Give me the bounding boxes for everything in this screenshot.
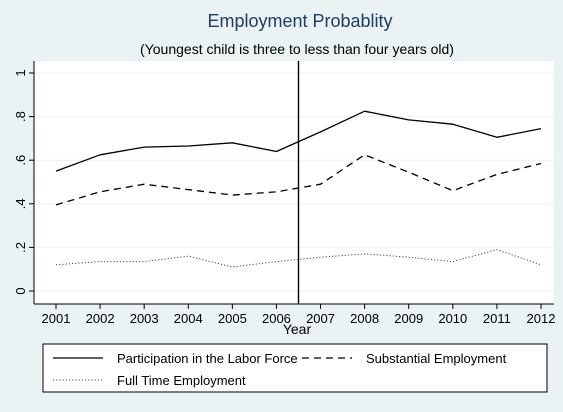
x-tick-label: 2002	[86, 311, 115, 326]
y-tick-label: .4	[13, 198, 28, 209]
series-lines	[55, 110, 542, 268]
legend-label-1: Participation in the Labor Force	[117, 351, 298, 366]
x-tick-label: 2012	[527, 311, 556, 326]
y-tick-label: .6	[13, 155, 28, 166]
gridlines	[34, 72, 554, 292]
chart-subtitle: (Youngest child is three to less than fo…	[140, 41, 454, 57]
y-tick-label: .2	[13, 242, 28, 253]
x-tick-label: 2011	[483, 311, 511, 326]
x-axis-label: Year	[283, 321, 312, 337]
x-tick-label: 2006	[262, 311, 291, 326]
x-tick-label: 2010	[438, 311, 467, 326]
x-tick-label: 2009	[394, 311, 423, 326]
series-line-1	[55, 110, 542, 172]
y-tick-label: .8	[13, 111, 28, 122]
y-axis-ticks: 0 .2 .4 .6 .8 1	[13, 69, 34, 295]
plot-area	[34, 61, 554, 304]
legend: Participation in the Labor Force Substant…	[42, 343, 548, 393]
y-tick-label: 0	[13, 287, 28, 294]
series-line-3	[55, 249, 542, 268]
x-tick-label: 2004	[174, 311, 203, 326]
series-line-2	[55, 154, 542, 206]
x-axis-ticks: 2001 2002 2003 2004 2005 2006 2007 2008 2009 2010…	[42, 304, 556, 326]
x-tick-label: 2005	[218, 311, 247, 326]
x-tick-label: 2001	[42, 311, 71, 326]
axes	[33, 61, 554, 305]
y-tick-label: 1	[13, 69, 28, 76]
x-tick-label: 2003	[130, 311, 159, 326]
legend-label-2: Substantial Employment	[366, 351, 507, 366]
legend-label-3: Full Time Employment	[117, 373, 246, 388]
x-tick-label: 2007	[306, 311, 335, 326]
legend-box	[42, 343, 548, 393]
chart-title: Employment Probablity	[207, 11, 392, 31]
x-tick-label: 2008	[350, 311, 379, 326]
